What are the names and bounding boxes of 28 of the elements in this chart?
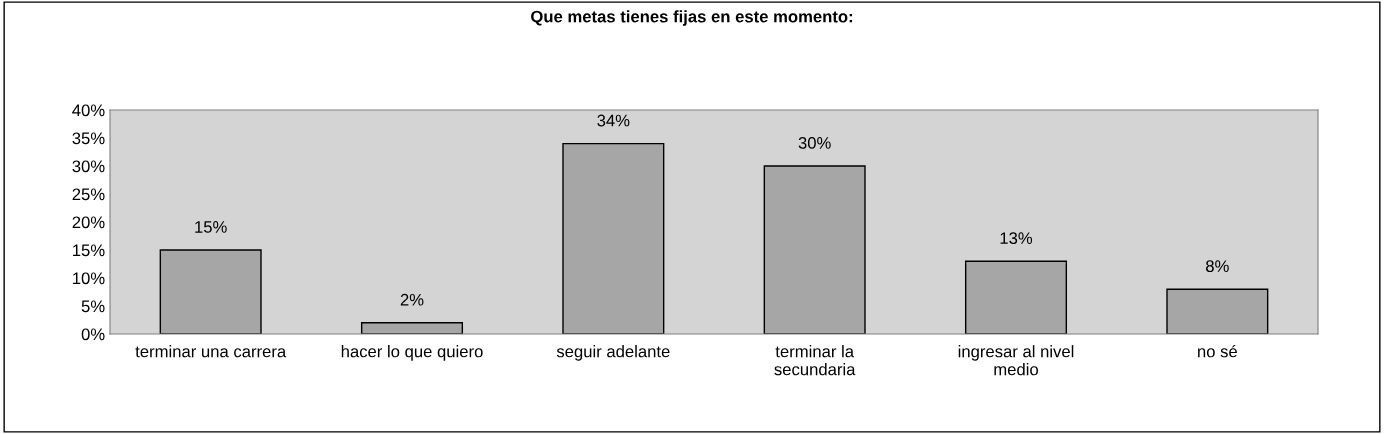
bar bbox=[964, 260, 1068, 334]
y-tick-label: 35% bbox=[72, 132, 105, 145]
bar bbox=[159, 249, 262, 334]
x-tick-label: no sé bbox=[1198, 344, 1237, 358]
y-tick-label: 30% bbox=[72, 160, 105, 173]
y-tick-label: 15% bbox=[73, 244, 105, 257]
y-tick-label: 10% bbox=[73, 272, 105, 285]
y-tick-label: 40% bbox=[72, 104, 105, 117]
data-label: 2% bbox=[400, 293, 424, 306]
bar bbox=[562, 142, 665, 334]
data-label: 8% bbox=[1206, 260, 1229, 273]
y-tick-label: 25% bbox=[72, 188, 105, 201]
bar bbox=[1166, 288, 1269, 334]
x-tick-label: ingresar al nivel medio bbox=[958, 345, 1074, 376]
y-tick-label: 0% bbox=[81, 328, 105, 341]
x-tick-label: terminar una carrera bbox=[135, 345, 287, 358]
data-label: 30% bbox=[798, 137, 831, 149]
y-tick-label: 20% bbox=[72, 216, 105, 229]
bar bbox=[763, 165, 866, 334]
data-label: 34% bbox=[597, 114, 630, 127]
x-tick-label: hacer lo que quiero bbox=[341, 345, 483, 361]
chart-title: Que metas tienes fijas en este momento: bbox=[531, 10, 853, 26]
data-label: 13% bbox=[1000, 232, 1033, 245]
x-tick-label: terminar la secundaria bbox=[774, 345, 856, 376]
y-tick-label: 5% bbox=[81, 300, 105, 313]
x-tick-label: seguir adelante bbox=[556, 345, 670, 361]
bar bbox=[360, 322, 464, 334]
data-label: 15% bbox=[195, 221, 227, 233]
